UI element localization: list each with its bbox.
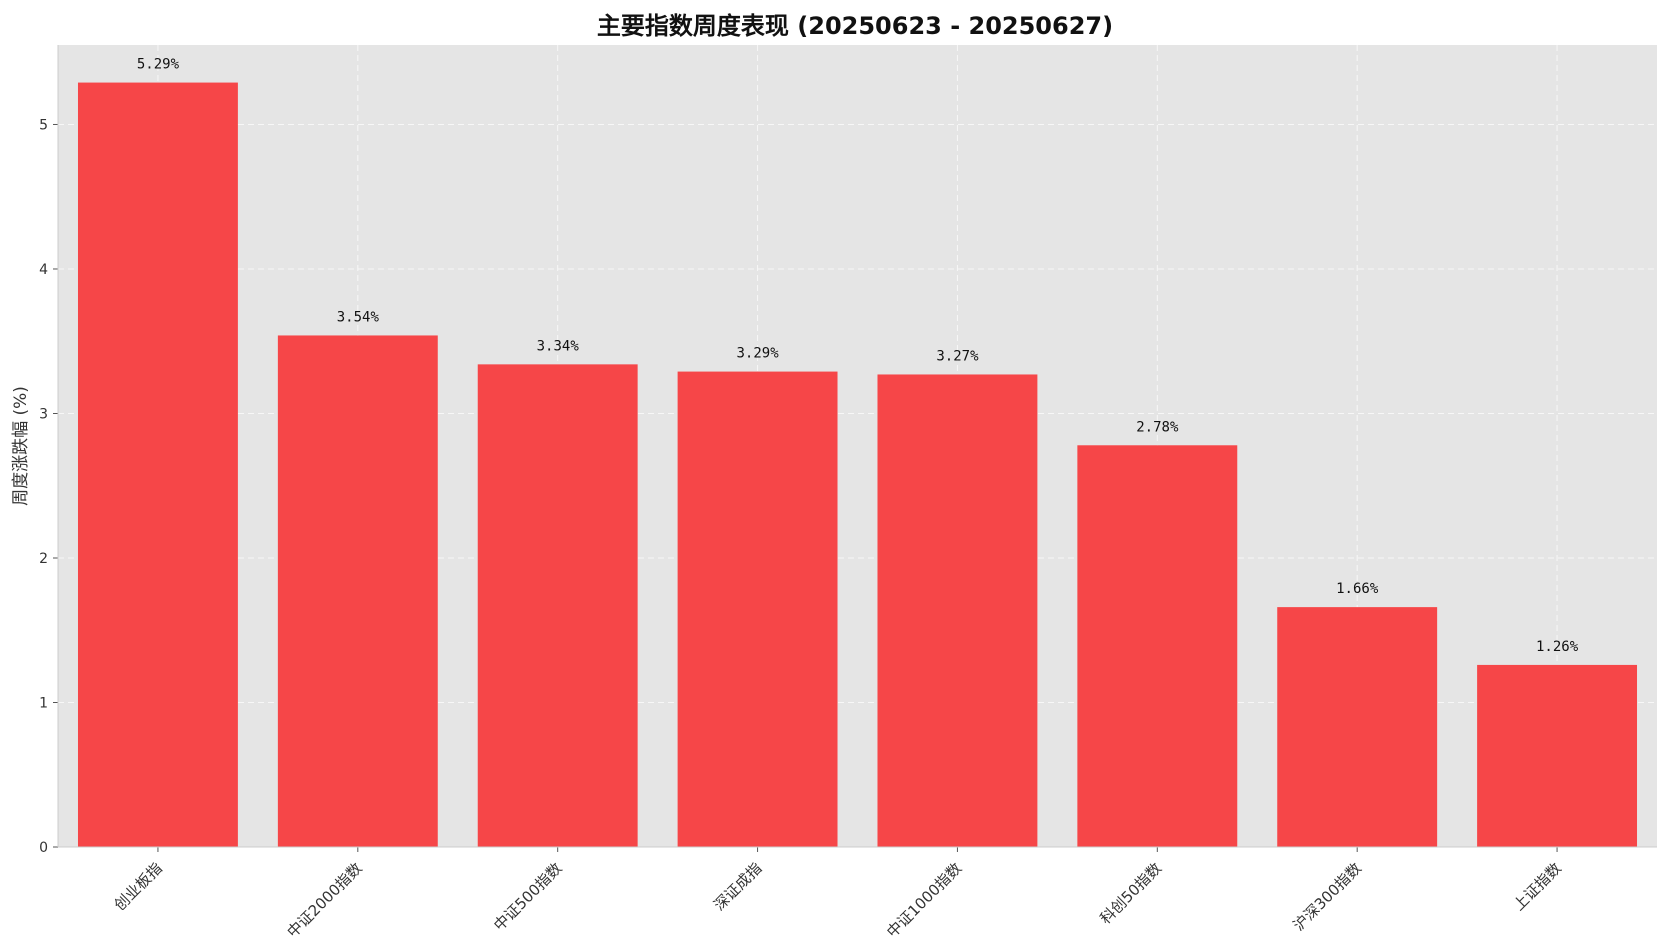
y-axis-label: 周度涨跌幅 (%) [11, 386, 31, 506]
bar [877, 374, 1038, 847]
chart-title: 主要指数周度表现 (20250623 - 20250627) [597, 12, 1113, 40]
data-labels: 5.29% 3.54% 3.34% 3.29% 3.27% 2.78% 1.66% 1.26% [137, 57, 1579, 655]
bar-value-label: 1.26% [1536, 639, 1579, 655]
bar-value-label: 5.29% [137, 57, 180, 73]
y-axis: 0 1 2 3 4 5 [39, 45, 59, 856]
y-tick-label: 4 [39, 262, 48, 278]
bar [1477, 664, 1638, 847]
bar-value-label: 3.34% [537, 338, 580, 354]
bar [77, 82, 238, 848]
bar-value-label: 3.29% [736, 346, 779, 362]
y-tick-label: 5 [39, 117, 48, 133]
bar [677, 371, 838, 847]
bar-value-label: 2.78% [1136, 419, 1179, 435]
bar [277, 335, 438, 847]
bar-value-label: 3.27% [936, 348, 979, 364]
bar [1077, 445, 1238, 847]
y-tick-label: 1 [39, 695, 48, 711]
bar-value-label: 1.66% [1336, 581, 1379, 597]
y-tick-label: 2 [39, 551, 48, 567]
bar-value-label: 3.54% [337, 309, 380, 325]
y-tick-label: 0 [39, 840, 48, 856]
bar [1277, 607, 1438, 847]
y-tick-label: 3 [39, 406, 48, 422]
bars [77, 82, 1638, 848]
bar [477, 364, 638, 847]
